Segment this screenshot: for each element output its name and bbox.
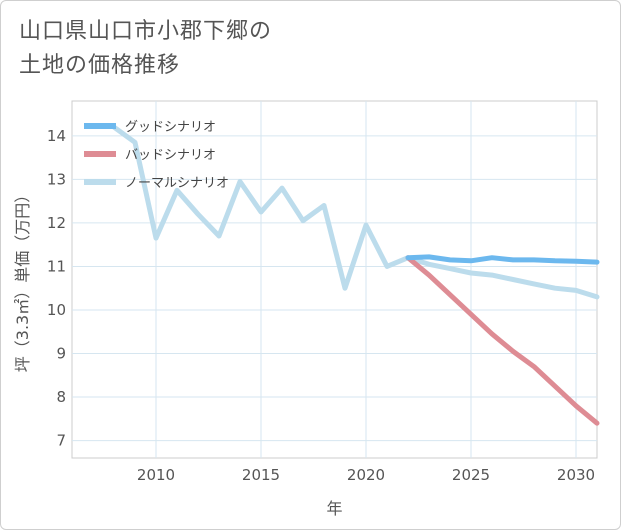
legend-label-1: バッドシナリオ <box>125 148 216 163</box>
x-tick-label: 2015 <box>242 466 280 484</box>
chart-title: 山口県山口市小郡下郷の 土地の価格推移 <box>19 15 272 83</box>
y-tick-label: 11 <box>47 257 66 275</box>
y-tick-label: 14 <box>47 127 66 145</box>
x-axis-label: 年 <box>326 499 342 518</box>
y-tick-label: 8 <box>56 388 66 406</box>
x-tick-label: 2020 <box>347 466 385 484</box>
y-tick-label: 10 <box>47 301 66 319</box>
legend-label-2: ノーマルシナリオ <box>125 176 229 191</box>
chart-title-line-2: 土地の価格推移 <box>19 53 181 78</box>
y-axis-label: 坪（3.3㎡）単価（万円） <box>13 187 32 372</box>
series-line-2 <box>111 124 600 300</box>
x-tick-label: 2025 <box>452 466 490 484</box>
legend-label-0: グッドシナリオ <box>125 120 216 135</box>
y-tick-label: 13 <box>47 170 66 188</box>
y-tick-label: 12 <box>47 214 66 232</box>
series-line-1 <box>405 255 600 426</box>
x-tick-label: 2010 <box>137 466 175 484</box>
y-tick-label: 7 <box>56 432 66 450</box>
chart-title-line-1: 山口県山口市小郡下郷の <box>19 19 273 44</box>
series-line-0 <box>405 254 600 265</box>
x-tick-label: 2030 <box>557 466 595 484</box>
y-tick-label: 9 <box>56 345 66 363</box>
